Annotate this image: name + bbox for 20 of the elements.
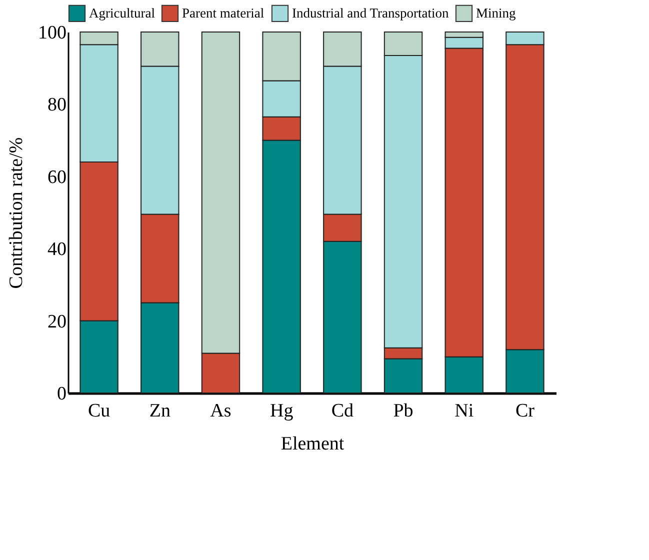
x-tick-label: Cd [331, 400, 354, 422]
x-tick-label: Zn [149, 400, 171, 422]
legend-label: Agricultural [89, 5, 156, 20]
x-tick-label: Cr [515, 400, 536, 422]
y-tick-label: 80 [48, 94, 66, 116]
y-axis-title: Contribution rate/% [6, 137, 27, 289]
legend-label: Parent material [182, 5, 264, 20]
y-tick-label: 60 [48, 166, 66, 188]
legend-label: Mining [476, 5, 516, 20]
y-tick-label: 0 [57, 384, 66, 404]
x-tick-label: Pb [393, 400, 414, 422]
x-tick-label: Hg [270, 400, 294, 422]
x-tick-label: Cu [88, 400, 111, 422]
x-axis-title: Element [280, 434, 345, 454]
legend-label: Industrial and Transportation [292, 5, 449, 20]
x-tick-label: As [210, 400, 232, 422]
y-tick-label: 100 [38, 22, 66, 44]
x-tick-label: Ni [454, 400, 474, 422]
y-tick-label: 20 [48, 311, 66, 332]
y-tick-label: 40 [48, 239, 66, 260]
